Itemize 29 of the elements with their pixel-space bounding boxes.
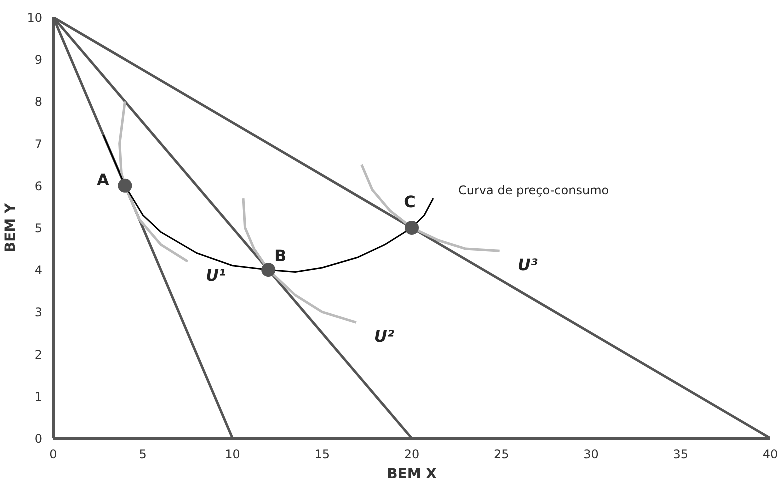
y-tick-label: 3 [34, 306, 43, 320]
series-label: U² [374, 327, 394, 346]
annotation: B [274, 246, 287, 266]
text: Curva de preço-consumo [458, 184, 610, 198]
y-tick-label: 5 [34, 222, 43, 236]
series-label: U³ [518, 256, 538, 275]
x-axis-title: BEM X [387, 466, 438, 482]
annotation: A [97, 170, 110, 190]
series-label: U¹ [206, 266, 226, 286]
x-tick-label: 10 [225, 448, 240, 462]
y-tick-label: 1 [34, 390, 43, 404]
y-tick-label: 2 [34, 348, 43, 362]
y-tick-label: 6 [34, 179, 43, 194]
x-tick-label: 35 [673, 448, 689, 462]
y-tick-label: 9 [34, 53, 43, 68]
annotation: C [404, 192, 416, 212]
x-tick-label: 20 [404, 448, 420, 462]
x-tick-label: 15 [314, 448, 330, 462]
y-tick-label: 8 [34, 95, 43, 110]
x-tick-label: 30 [584, 448, 599, 462]
y-tick-label: 4 [34, 264, 43, 278]
x-tick-label: 5 [139, 448, 147, 462]
x-tick-label: 0 [50, 448, 58, 462]
x-tick-label: 40 [762, 448, 778, 462]
x-tick-label: 25 [494, 448, 510, 462]
y-axis-title: BEM Y [3, 202, 20, 253]
y-tick-label: 7 [34, 137, 43, 152]
y-tick-label: 10 [27, 11, 43, 25]
y-tick-label: 0 [34, 432, 43, 446]
